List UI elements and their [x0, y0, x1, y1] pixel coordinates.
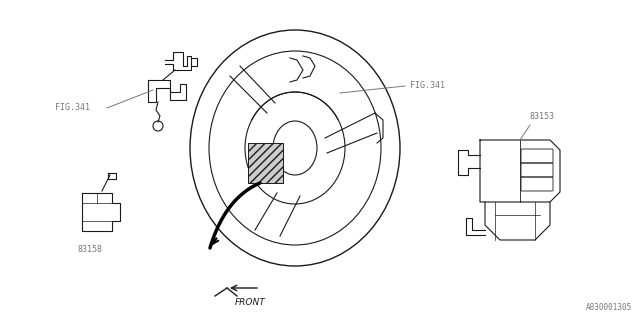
Text: FIG.341: FIG.341: [410, 82, 445, 91]
Text: A830001305: A830001305: [586, 303, 632, 312]
Text: 83158: 83158: [77, 245, 102, 254]
Bar: [248, 143, 282, 183]
Text: 83153: 83153: [530, 112, 555, 121]
Text: FRONT: FRONT: [235, 298, 266, 307]
Text: FIG.341: FIG.341: [55, 103, 90, 113]
